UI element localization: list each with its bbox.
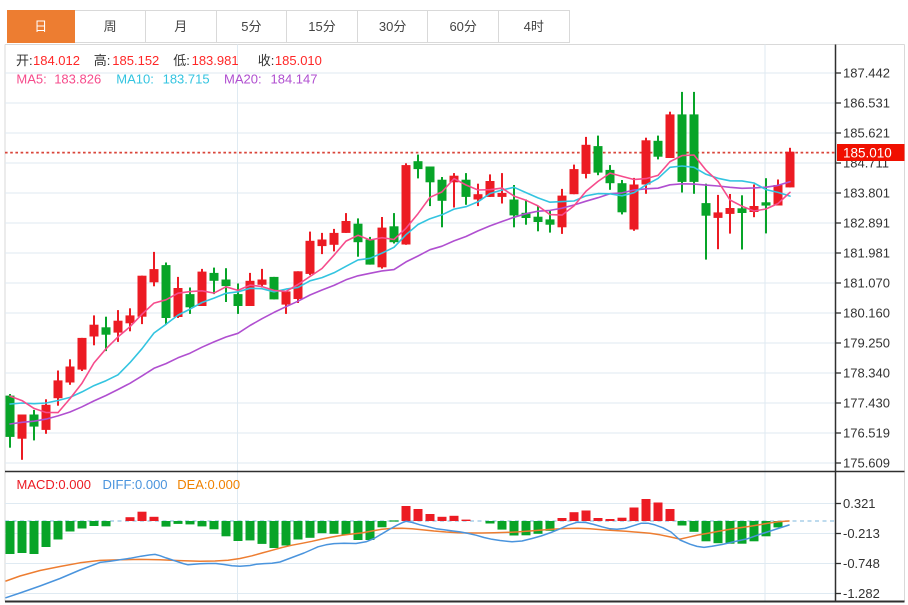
svg-text:184.012: 184.012	[33, 53, 80, 68]
svg-text:176.519: 176.519	[843, 426, 890, 441]
svg-text:DEA:0.000: DEA:0.000	[177, 477, 240, 492]
svg-text:-0.213: -0.213	[843, 526, 880, 541]
svg-text:184.147: 184.147	[271, 72, 318, 87]
svg-text:175.609: 175.609	[843, 456, 890, 471]
svg-text:MA10:: MA10:	[116, 72, 154, 87]
svg-text:收:: 收:	[258, 53, 275, 68]
svg-text:181.070: 181.070	[843, 276, 890, 291]
svg-text:185.621: 185.621	[843, 126, 890, 141]
svg-text:180.160: 180.160	[843, 306, 890, 321]
svg-text:185.152: 185.152	[112, 53, 159, 68]
svg-text:183.981: 183.981	[192, 53, 239, 68]
svg-text:MACD:0.000: MACD:0.000	[17, 477, 91, 492]
svg-text:178.340: 178.340	[843, 366, 890, 381]
svg-text:开:: 开:	[16, 53, 33, 68]
svg-text:-0.748: -0.748	[843, 556, 880, 571]
svg-text:179.250: 179.250	[843, 336, 890, 351]
svg-text:-1.282: -1.282	[843, 586, 880, 601]
svg-text:183.801: 183.801	[843, 186, 890, 201]
svg-text:183.715: 183.715	[163, 72, 210, 87]
svg-text:低:: 低:	[173, 53, 190, 68]
svg-text:DIFF:0.000: DIFF:0.000	[103, 477, 168, 492]
svg-text:187.442: 187.442	[843, 66, 890, 81]
svg-text:185.010: 185.010	[843, 146, 892, 161]
svg-text:MA20:: MA20:	[224, 72, 262, 87]
svg-text:185.010: 185.010	[275, 53, 322, 68]
svg-text:MA5:: MA5:	[16, 72, 46, 87]
svg-text:高:: 高:	[94, 53, 111, 68]
svg-text:182.891: 182.891	[843, 216, 890, 231]
svg-text:177.430: 177.430	[843, 396, 890, 411]
svg-text:183.826: 183.826	[54, 72, 101, 87]
svg-text:186.531: 186.531	[843, 96, 890, 111]
svg-text:181.981: 181.981	[843, 246, 890, 261]
svg-text:0.321: 0.321	[843, 496, 876, 511]
